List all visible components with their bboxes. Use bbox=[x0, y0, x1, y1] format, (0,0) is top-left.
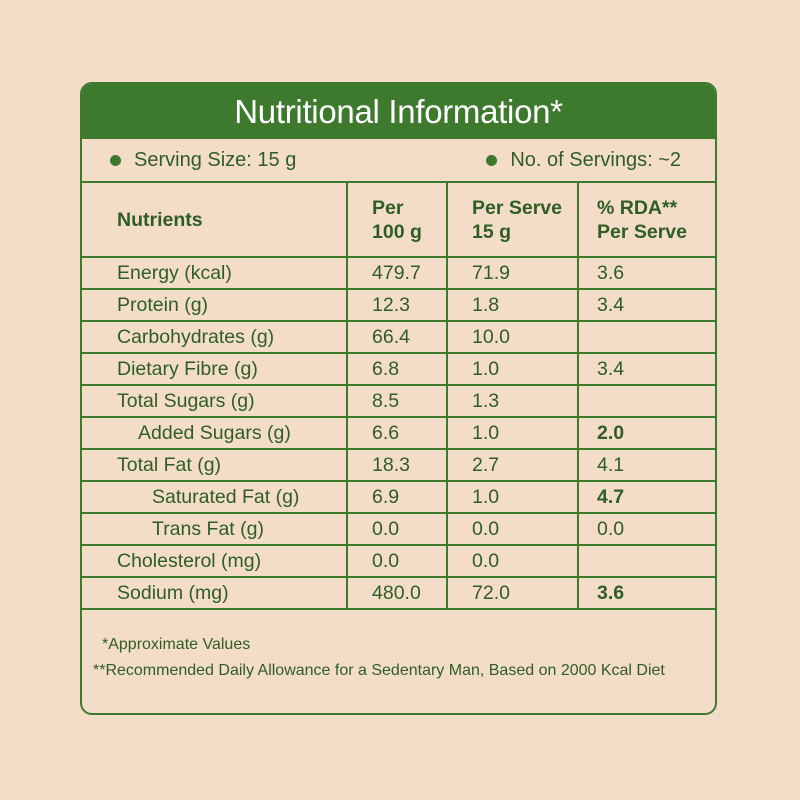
per-100g-value: 0.0 bbox=[346, 544, 448, 578]
per-100g-value: 6.8 bbox=[346, 352, 448, 386]
table-header-row: Nutrients Per 100 g Per Serve 15 g % RDA… bbox=[82, 183, 715, 258]
nutrient-name: Saturated Fat (g) bbox=[82, 480, 348, 514]
per-100g-value: 480.0 bbox=[346, 576, 448, 610]
per-100g-value: 18.3 bbox=[346, 448, 448, 482]
nutrient-name: Sodium (mg) bbox=[82, 576, 348, 610]
per-serve-value: 1.3 bbox=[446, 384, 579, 418]
header-rda: % RDA** Per Serve bbox=[577, 183, 715, 258]
footnote-rda: **Recommended Daily Allowance for a Sede… bbox=[93, 662, 665, 679]
per-100g-value: 8.5 bbox=[346, 384, 448, 418]
table-row: Added Sugars (g) 6.6 1.0 2.0 bbox=[82, 416, 715, 450]
per-100g-value: 479.7 bbox=[346, 256, 448, 290]
rda-value bbox=[577, 320, 715, 354]
table-row: Total Fat (g) 18.3 2.7 4.1 bbox=[82, 448, 715, 482]
nutrient-name: Trans Fat (g) bbox=[82, 512, 348, 546]
serving-size: Serving Size: 15 g bbox=[110, 139, 296, 181]
nutrient-name: Cholesterol (mg) bbox=[82, 544, 348, 578]
per-serve-value: 1.8 bbox=[446, 288, 579, 322]
per-serve-value: 1.0 bbox=[446, 416, 579, 450]
rda-value bbox=[577, 544, 715, 578]
nutrient-name: Total Sugars (g) bbox=[82, 384, 348, 418]
nutrition-panel: Nutritional Information* Serving Size: 1… bbox=[80, 82, 717, 715]
rda-value: 2.0 bbox=[577, 416, 715, 450]
per-serve-value: 0.0 bbox=[446, 544, 579, 578]
per-serve-value: 0.0 bbox=[446, 512, 579, 546]
per-serve-value: 72.0 bbox=[446, 576, 579, 610]
table-row: Saturated Fat (g) 6.9 1.0 4.7 bbox=[82, 480, 715, 514]
per-100g-value: 66.4 bbox=[346, 320, 448, 354]
per-serve-value: 1.0 bbox=[446, 480, 579, 514]
table-row: Dietary Fibre (g) 6.8 1.0 3.4 bbox=[82, 352, 715, 386]
serving-size-label: Serving Size: 15 g bbox=[134, 149, 297, 171]
header-per-100g: Per 100 g bbox=[346, 183, 448, 258]
servings-count-label: No. of Servings: ~2 bbox=[510, 149, 681, 171]
footnote-approx: *Approximate Values bbox=[102, 636, 251, 653]
table-row: Sodium (mg) 480.0 72.0 3.6 bbox=[82, 576, 715, 610]
per-100g-value: 6.9 bbox=[346, 480, 448, 514]
nutrient-name: Energy (kcal) bbox=[82, 256, 348, 290]
rda-value bbox=[577, 384, 715, 418]
table-row: Protein (g) 12.3 1.8 3.4 bbox=[82, 288, 715, 322]
serving-info-row: Serving Size: 15 g No. of Servings: ~2 bbox=[82, 139, 715, 183]
header-nutrients: Nutrients bbox=[82, 183, 348, 258]
bullet-icon bbox=[486, 154, 498, 166]
per-serve-value: 2.7 bbox=[446, 448, 579, 482]
nutrient-name: Carbohydrates (g) bbox=[82, 320, 348, 354]
table-row: Trans Fat (g) 0.0 0.0 0.0 bbox=[82, 512, 715, 546]
per-serve-value: 10.0 bbox=[446, 320, 579, 354]
nutrient-name: Total Fat (g) bbox=[82, 448, 348, 482]
per-100g-value: 6.6 bbox=[346, 416, 448, 450]
per-serve-value: 1.0 bbox=[446, 352, 579, 386]
nutrient-name: Added Sugars (g) bbox=[82, 416, 348, 450]
header-per-serve: Per Serve 15 g bbox=[446, 183, 579, 258]
rda-value: 3.6 bbox=[577, 576, 715, 610]
rda-value: 0.0 bbox=[577, 512, 715, 546]
footnotes: *Approximate Values **Recommended Daily … bbox=[82, 610, 715, 684]
rda-value: 4.7 bbox=[577, 480, 715, 514]
rda-value: 3.6 bbox=[577, 256, 715, 290]
bullet-icon bbox=[110, 154, 121, 166]
per-serve-value: 71.9 bbox=[446, 256, 579, 290]
per-100g-value: 0.0 bbox=[346, 512, 448, 546]
nutrition-table: Nutrients Per 100 g Per Serve 15 g % RDA… bbox=[82, 183, 715, 610]
table-row: Carbohydrates (g) 66.4 10.0 bbox=[82, 320, 715, 354]
rda-value: 3.4 bbox=[577, 288, 715, 322]
nutrient-name: Protein (g) bbox=[82, 288, 348, 322]
servings-count: No. of Servings: ~2 bbox=[486, 139, 681, 181]
rda-value: 3.4 bbox=[577, 352, 715, 386]
nutrient-name: Dietary Fibre (g) bbox=[82, 352, 348, 386]
table-row: Cholesterol (mg) 0.0 0.0 bbox=[82, 544, 715, 578]
table-row: Energy (kcal) 479.7 71.9 3.6 bbox=[82, 256, 715, 290]
per-100g-value: 12.3 bbox=[346, 288, 448, 322]
table-row: Total Sugars (g) 8.5 1.3 bbox=[82, 384, 715, 418]
rda-value: 4.1 bbox=[577, 448, 715, 482]
panel-title: Nutritional Information* bbox=[82, 84, 715, 139]
